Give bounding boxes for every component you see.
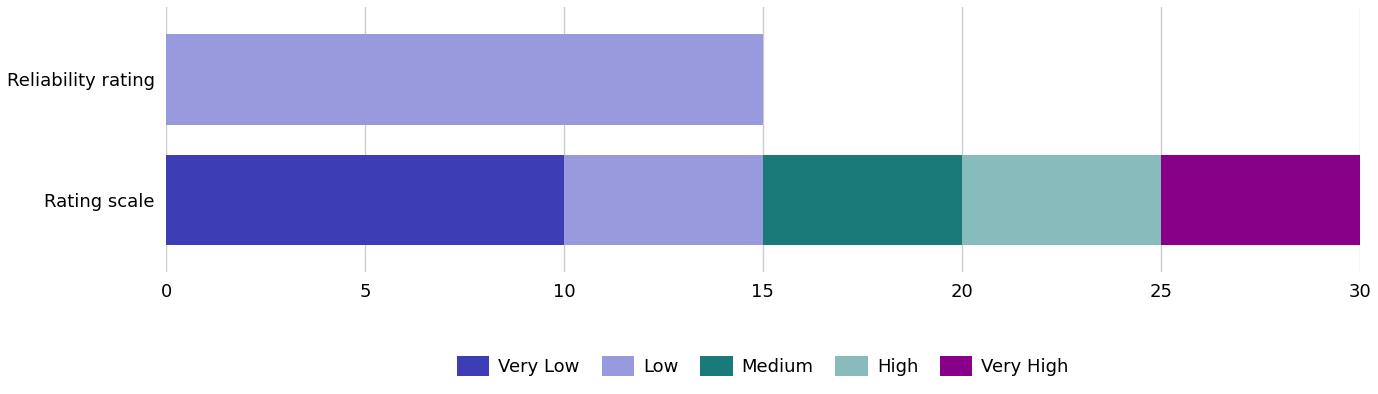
Legend: Very Low, Low, Medium, High, Very High: Very Low, Low, Medium, High, Very High: [457, 355, 1069, 376]
Bar: [962, 155, 1160, 245]
Bar: [763, 155, 962, 245]
Bar: [167, 34, 763, 125]
Bar: [564, 155, 763, 245]
Bar: [1160, 155, 1360, 245]
Bar: [167, 155, 564, 245]
